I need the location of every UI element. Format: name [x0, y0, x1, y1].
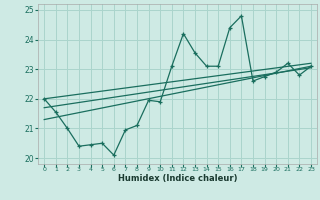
X-axis label: Humidex (Indice chaleur): Humidex (Indice chaleur) [118, 174, 237, 183]
